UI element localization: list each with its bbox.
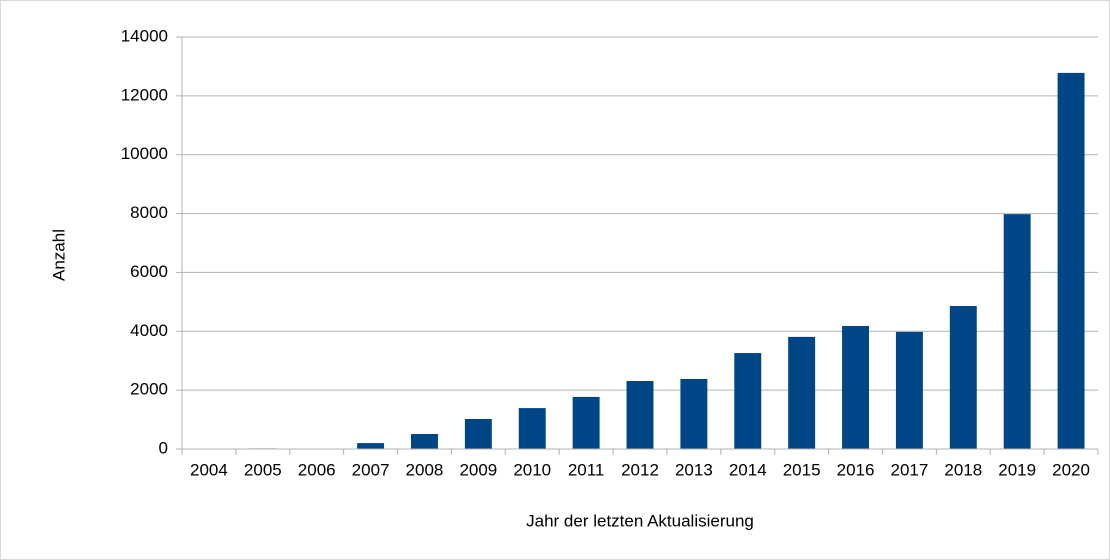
x-tick-label: 2006 bbox=[298, 460, 336, 479]
x-tick-label: 2012 bbox=[621, 460, 659, 479]
bar bbox=[518, 408, 546, 449]
x-tick-label: 2020 bbox=[1052, 460, 1090, 479]
bar bbox=[734, 353, 762, 449]
bar bbox=[626, 381, 654, 449]
x-tick-label: 2019 bbox=[998, 460, 1036, 479]
x-tick-label: 2017 bbox=[890, 460, 928, 479]
bar bbox=[1003, 214, 1031, 449]
x-tick-label: 2011 bbox=[568, 460, 605, 479]
x-tick-label: 2013 bbox=[675, 460, 713, 479]
x-tick-label: 2005 bbox=[244, 460, 282, 479]
bar bbox=[949, 305, 977, 449]
bar bbox=[572, 396, 600, 449]
x-tick-label: 2018 bbox=[944, 460, 982, 479]
x-tick-label: 2016 bbox=[837, 460, 875, 479]
y-tick-label: 6000 bbox=[130, 262, 168, 281]
bar bbox=[411, 433, 438, 449]
bar bbox=[464, 418, 492, 449]
y-tick-label: 14000 bbox=[121, 26, 168, 45]
y-axis-label: Anzahl bbox=[49, 229, 68, 281]
bar bbox=[788, 336, 816, 449]
y-tick-label: 2000 bbox=[130, 380, 168, 399]
x-tick-label: 2009 bbox=[459, 460, 497, 479]
bar bbox=[1057, 72, 1085, 449]
bar bbox=[357, 443, 385, 449]
x-tick-label: 2008 bbox=[406, 460, 444, 479]
x-axis-label: Jahr der letzten Aktualisierung bbox=[526, 511, 754, 530]
y-tick-label: 0 bbox=[159, 438, 168, 457]
x-tick-label: 2014 bbox=[729, 460, 767, 479]
y-tick-label: 12000 bbox=[121, 85, 168, 104]
x-tick-label: 2004 bbox=[190, 460, 228, 479]
bar bbox=[680, 378, 708, 449]
y-tick-label: 4000 bbox=[130, 321, 168, 340]
x-tick-label: 2010 bbox=[513, 460, 551, 479]
bar bbox=[895, 331, 923, 449]
x-tick-label: 2015 bbox=[783, 460, 821, 479]
y-tick-label: 10000 bbox=[121, 144, 168, 163]
bar bbox=[842, 325, 869, 449]
y-tick-label: 8000 bbox=[130, 203, 168, 222]
x-tick-label: 2007 bbox=[352, 460, 390, 479]
